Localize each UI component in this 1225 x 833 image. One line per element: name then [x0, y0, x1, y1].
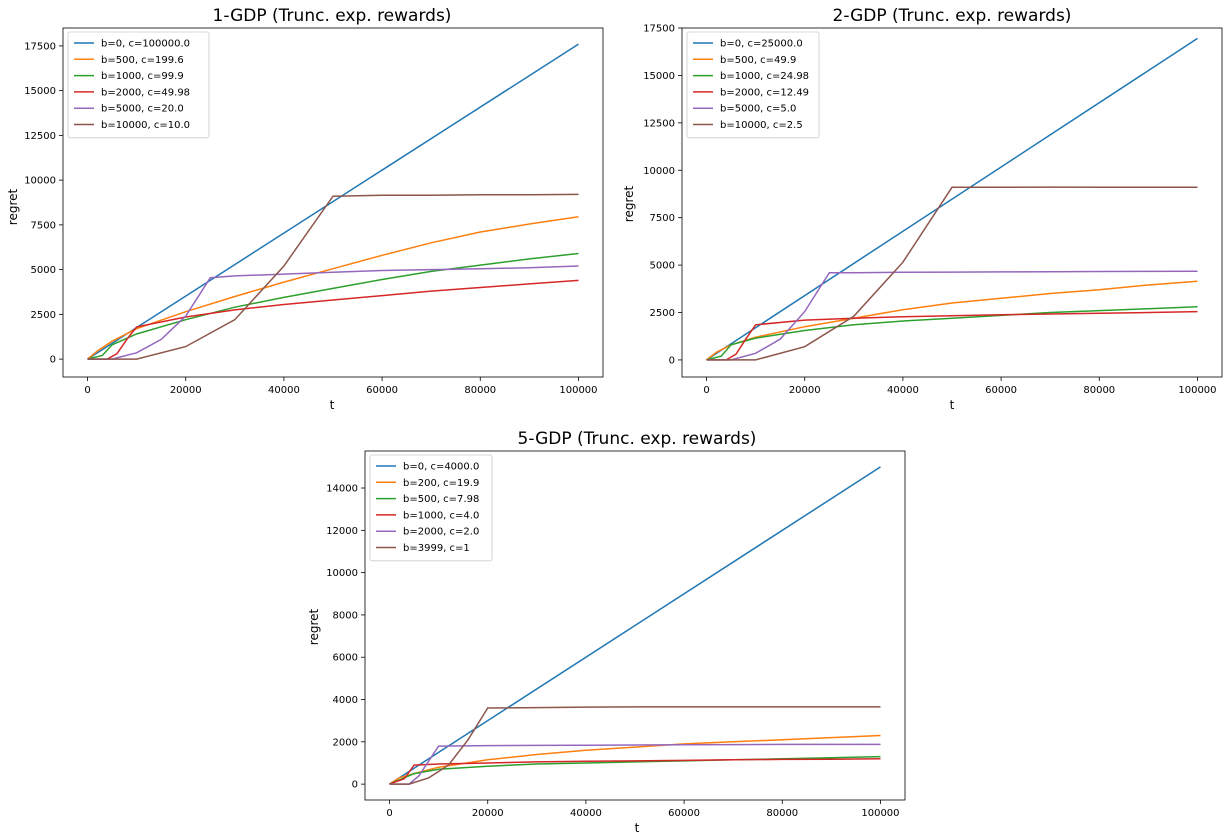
- y-tick-label: 0: [669, 355, 675, 366]
- legend-entry: b=500, c=49.9: [720, 55, 796, 66]
- y-tick-label: 12500: [24, 131, 56, 142]
- chart-title: 5-GDP (Trunc. exp. rewards): [518, 429, 757, 449]
- legend-entry: b=200, c=19.9: [403, 478, 479, 489]
- series-line-5: [706, 270, 1198, 361]
- x-axis-label: t: [950, 398, 955, 412]
- y-tick-label: 10000: [326, 568, 358, 579]
- series-line-2: [87, 216, 579, 360]
- x-axis-label: t: [635, 821, 640, 833]
- legend: b=0, c=100000.0 b=500, c=199.6 b=1000, c=9…: [67, 31, 210, 139]
- legend-entry: b=2000, c=49.98: [101, 87, 190, 98]
- y-tick-label: 12500: [643, 118, 675, 129]
- y-tick-label: 2500: [31, 310, 56, 321]
- series-line-5: [389, 743, 881, 785]
- legend-entry: b=1000, c=4.0: [403, 510, 479, 521]
- y-axis-label: regret: [6, 188, 20, 225]
- series-line-4: [87, 279, 579, 360]
- plot-frame: [364, 450, 906, 801]
- x-tick-label: 0: [703, 385, 709, 396]
- x-tick-label: 80000: [464, 385, 496, 396]
- series-line-6: [706, 186, 1198, 361]
- chart-2: 2-GDP (Trunc. exp. rewards) t regret 0 20…: [622, 6, 1223, 412]
- plot-frame: [681, 27, 1223, 378]
- series-line-2: [706, 280, 1198, 361]
- y-axis-label: regret: [622, 185, 636, 222]
- y-tick-label: 7500: [650, 213, 675, 224]
- x-tick-label: 100000: [1178, 385, 1216, 396]
- legend-entry: b=500, c=7.98: [403, 494, 479, 505]
- x-tick-label: 40000: [887, 385, 919, 396]
- series-line-1: [87, 43, 579, 360]
- y-tick-label: 5000: [650, 261, 675, 272]
- series-line-1: [389, 466, 881, 785]
- y-tick-label: 17500: [24, 41, 56, 52]
- y-tick-label: 0: [352, 780, 358, 791]
- series-line-1: [706, 37, 1198, 361]
- x-tick-label: 60000: [366, 385, 398, 396]
- chart-title: 1-GDP (Trunc. exp. rewards): [213, 6, 452, 26]
- legend-entry: b=5000, c=5.0: [720, 104, 796, 115]
- legend-entry: b=2000, c=2.0: [403, 527, 479, 538]
- y-tick-label: 10000: [643, 166, 675, 177]
- y-tick-label: 2000: [333, 737, 358, 748]
- y-tick-label: 6000: [333, 653, 358, 664]
- y-tick-label: 0: [50, 355, 56, 366]
- series-line-3: [87, 252, 579, 360]
- y-tick-label: 15000: [643, 71, 675, 82]
- legend-entry: b=3999, c=1: [403, 543, 470, 554]
- legend-entry: b=1000, c=99.9: [101, 71, 184, 82]
- legend-box: [369, 454, 493, 562]
- y-tick-label: 8000: [333, 610, 358, 621]
- legend-box: [67, 31, 210, 139]
- x-tick-label: 100000: [861, 808, 899, 819]
- series-line-4: [706, 310, 1198, 361]
- plot-frame: [62, 27, 604, 378]
- x-tick-label: 80000: [766, 808, 798, 819]
- x-tick-label: 80000: [1083, 385, 1115, 396]
- legend: b=0, c=4000.0 b=200, c=19.9 b=500, c=7.98 b…: [369, 454, 493, 562]
- y-tick-label: 10000: [24, 176, 56, 187]
- legend-box: [686, 31, 820, 139]
- y-tick-label: 14000: [326, 484, 358, 495]
- y-tick-label: 15000: [24, 86, 56, 97]
- chart-3: 5-GDP (Trunc. exp. rewards) t regret 0 20…: [307, 429, 906, 833]
- series-line-6: [87, 193, 579, 360]
- x-tick-label: 20000: [472, 808, 504, 819]
- y-tick-label: 2500: [650, 308, 675, 319]
- x-tick-label: 0: [84, 385, 90, 396]
- legend-entry: b=1000, c=24.98: [720, 71, 809, 82]
- y-tick-label: 5000: [31, 265, 56, 276]
- legend-entry: b=0, c=100000.0: [101, 39, 190, 50]
- x-tick-label: 60000: [668, 808, 700, 819]
- y-tick-label: 17500: [643, 24, 675, 35]
- x-tick-label: 40000: [268, 385, 300, 396]
- x-tick-label: 100000: [559, 385, 597, 396]
- x-tick-label: 60000: [985, 385, 1017, 396]
- legend-entry: b=5000, c=20.0: [101, 104, 184, 115]
- legend-entry: b=0, c=4000.0: [403, 462, 479, 473]
- y-tick-label: 7500: [31, 220, 56, 231]
- series-line-5: [87, 265, 579, 360]
- legend: b=0, c=25000.0 b=500, c=49.9 b=1000, c=24.…: [686, 31, 820, 139]
- y-tick-label: 4000: [333, 695, 358, 706]
- legend-entry: b=500, c=199.6: [101, 55, 184, 66]
- x-tick-label: 40000: [570, 808, 602, 819]
- x-tick-label: 20000: [789, 385, 821, 396]
- x-tick-label: 0: [386, 808, 392, 819]
- legend-entry: b=10000, c=2.5: [720, 120, 803, 131]
- y-tick-label: 12000: [326, 526, 358, 537]
- series-line-3: [706, 306, 1198, 361]
- series-line-6: [389, 706, 881, 785]
- series-line-4: [389, 758, 881, 785]
- chart-1: 1-GDP (Trunc. exp. rewards) t regret 0 20…: [6, 6, 604, 412]
- y-axis-label: regret: [307, 608, 321, 645]
- legend-entry: b=0, c=25000.0: [720, 39, 803, 50]
- x-tick-label: 20000: [170, 385, 202, 396]
- chart-title: 2-GDP (Trunc. exp. rewards): [833, 6, 1072, 26]
- x-axis-label: t: [330, 398, 335, 412]
- legend-entry: b=10000, c=10.0: [101, 120, 190, 131]
- legend-entry: b=2000, c=12.49: [720, 87, 809, 98]
